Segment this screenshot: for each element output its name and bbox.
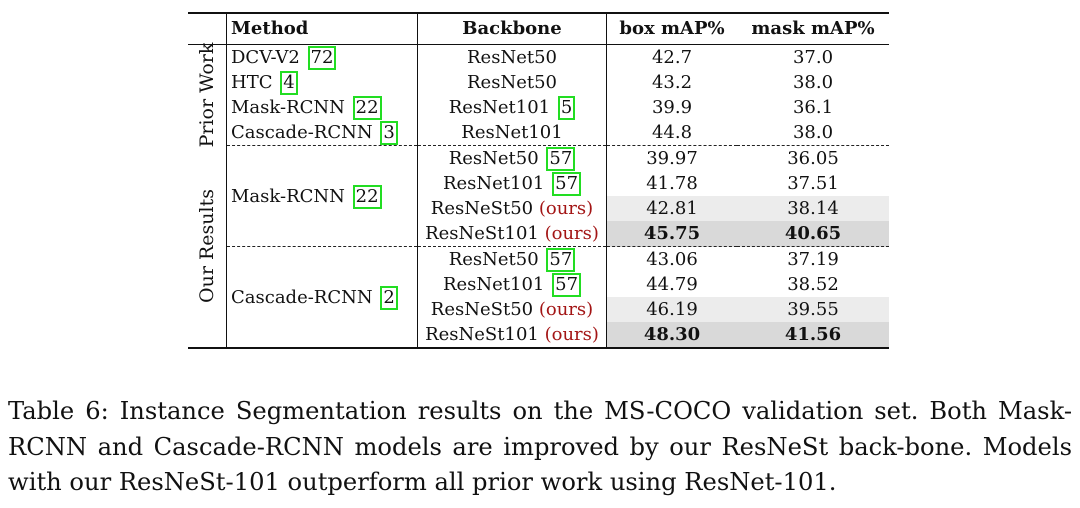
backbone-cell: ResNet101 57 bbox=[417, 171, 607, 196]
citation-link[interactable]: 22 bbox=[352, 96, 382, 120]
method-cell: Mask-RCNN 22 bbox=[226, 95, 418, 120]
box-map-cell: 39.9 bbox=[606, 95, 737, 120]
mask-map-cell: 37.51 bbox=[787, 173, 839, 194]
mask-map-cell: 37.0 bbox=[792, 47, 834, 68]
backbone-cell: ResNet101 bbox=[417, 120, 607, 146]
backbone-name: ResNet50 bbox=[448, 148, 539, 169]
table-row: ResNeSt50 (ours) 46.19 39.55 bbox=[188, 297, 889, 322]
citation-link[interactable]: 2 bbox=[380, 285, 398, 310]
mask-map-cell: 36.05 bbox=[737, 145, 889, 171]
backbone-name: ResNet101 bbox=[448, 97, 551, 118]
mask-map-cell: 38.52 bbox=[787, 274, 839, 295]
our-results-label: Our Results bbox=[196, 189, 218, 304]
box-map-cell: 42.81 bbox=[606, 196, 737, 221]
mask-map-cell: 37.19 bbox=[737, 246, 889, 272]
box-map-header: box mAP% bbox=[606, 13, 737, 45]
backbone-cell: ResNeSt50 (ours) bbox=[417, 297, 607, 322]
backbone-cell: ResNet50 57 bbox=[417, 145, 607, 171]
citation-link[interactable]: 57 bbox=[546, 147, 576, 171]
method-cell: Cascade-RCNN 2 bbox=[226, 246, 418, 348]
citation-link[interactable]: 57 bbox=[552, 172, 582, 196]
box-map-cell: 39.97 bbox=[606, 145, 737, 171]
backbone-cell: ResNeSt50 (ours) bbox=[417, 196, 607, 221]
table-row: Prior Work DCV-V2 72 ResNet50 42.7 37.0 bbox=[188, 43, 889, 148]
backbone-cell: ResNeSt101 (ours) bbox=[417, 221, 607, 247]
table-row: Cascade-RCNN 2 ResNet50 57 43.06 37.19 bbox=[188, 246, 889, 348]
prior-work-group: Prior Work bbox=[188, 42, 227, 148]
box-map-cell: 43.06 bbox=[606, 246, 737, 272]
table-row: ResNet101 57 44.79 38.52 bbox=[188, 272, 889, 297]
mask-map-cell: 38.0 bbox=[792, 72, 834, 93]
method-name: HTC bbox=[231, 72, 273, 93]
our-results-group: Our Results bbox=[188, 146, 227, 349]
backbone-cell: ResNeSt101 (ours) bbox=[417, 322, 607, 348]
citation-link[interactable]: 72 bbox=[307, 46, 337, 70]
table-row: ResNeSt101 (ours) 45.75 40.65 bbox=[188, 221, 889, 247]
backbone-header: Backbone bbox=[417, 13, 607, 45]
mask-map-cell: 39.55 bbox=[737, 297, 889, 322]
citation-link[interactable]: 3 bbox=[380, 121, 398, 145]
backbone-cell: ResNet50 bbox=[417, 44, 607, 70]
table-row: Mask-RCNN 22 ResNet101 5 39.9 36.1 bbox=[188, 95, 889, 120]
results-table: Method Backbone box mAP% mask mAP% Prior… bbox=[188, 12, 889, 349]
backbone-name: ResNet101 bbox=[442, 173, 545, 194]
box-map-cell-best: 48.30 bbox=[606, 322, 737, 348]
backbone-name: ResNet101 bbox=[442, 274, 545, 295]
table-row: ResNeSt50 (ours) 42.81 38.14 bbox=[188, 196, 889, 221]
table-row: ResNet101 57 41.78 37.51 bbox=[188, 171, 889, 196]
method-name: DCV-V2 bbox=[231, 47, 300, 68]
group-header-cell bbox=[188, 13, 227, 45]
box-map-cell-best: 45.75 bbox=[606, 221, 737, 247]
header-row: Method Backbone box mAP% mask mAP% bbox=[188, 13, 889, 45]
prior-work-label: Prior Work bbox=[196, 42, 218, 148]
box-map-cell: 44.8 bbox=[606, 120, 737, 146]
box-map-cell: 44.79 bbox=[606, 272, 737, 297]
table-caption: Table 6: Instance Segmentation results o… bbox=[8, 397, 1072, 496]
backbone-cell: ResNet101 57 bbox=[417, 272, 607, 297]
backbone-cell: ResNet50 bbox=[417, 70, 607, 95]
citation-link[interactable]: 4 bbox=[280, 71, 298, 95]
method-name: Cascade-RCNN bbox=[231, 286, 373, 308]
method-cell: Mask-RCNN 22 bbox=[226, 145, 418, 247]
backbone-name: ResNeSt50 bbox=[430, 198, 534, 219]
ours-tag: (ours) bbox=[544, 324, 599, 345]
method-cell: HTC 4 bbox=[226, 70, 418, 95]
method-name: Mask-RCNN bbox=[231, 97, 345, 118]
method-cell: Cascade-RCNN 3 bbox=[226, 120, 418, 146]
method-name: Mask-RCNN bbox=[231, 185, 345, 207]
backbone-name: ResNet50 bbox=[448, 249, 539, 270]
ours-tag: (ours) bbox=[538, 198, 594, 219]
mask-map-cell: 36.1 bbox=[792, 97, 834, 118]
backbone-cell: ResNet50 57 bbox=[417, 246, 607, 272]
mask-map-cell-best: 40.65 bbox=[737, 221, 889, 247]
mask-map-header: mask mAP% bbox=[751, 18, 875, 39]
backbone-name: ResNeSt101 bbox=[425, 324, 539, 345]
box-map-cell: 46.19 bbox=[606, 297, 737, 322]
table-row: Our Results Mask-RCNN 22 ResNet50 57 39.… bbox=[188, 145, 889, 303]
mask-map-cell: 38.14 bbox=[737, 196, 889, 221]
mask-map-cell: 38.0 bbox=[792, 122, 834, 143]
table-row: HTC 4 ResNet50 43.2 38.0 bbox=[188, 70, 889, 95]
table-row: ResNeSt101 (ours) 48.30 41.56 bbox=[188, 322, 889, 348]
mask-map-cell-best: 41.56 bbox=[737, 322, 889, 348]
method-cell: DCV-V2 72 bbox=[226, 44, 418, 70]
citation-link[interactable]: 5 bbox=[557, 96, 576, 120]
citation-link[interactable]: 57 bbox=[546, 248, 576, 272]
backbone-name: ResNeSt50 bbox=[430, 299, 534, 320]
backbone-cell: ResNet101 5 bbox=[417, 95, 607, 120]
method-header: Method bbox=[226, 13, 418, 45]
backbone-name: ResNeSt101 bbox=[425, 223, 539, 244]
box-map-cell: 43.2 bbox=[606, 70, 737, 95]
ours-tag: (ours) bbox=[538, 299, 594, 320]
box-map-cell: 41.78 bbox=[606, 171, 737, 196]
ours-tag: (ours) bbox=[544, 223, 599, 244]
method-name: Cascade-RCNN bbox=[231, 122, 373, 143]
citation-link[interactable]: 22 bbox=[352, 184, 382, 209]
table-row: Cascade-RCNN 3 ResNet101 44.8 38.0 bbox=[188, 120, 889, 146]
box-map-cell: 42.7 bbox=[606, 44, 737, 70]
citation-link[interactable]: 57 bbox=[552, 273, 582, 297]
